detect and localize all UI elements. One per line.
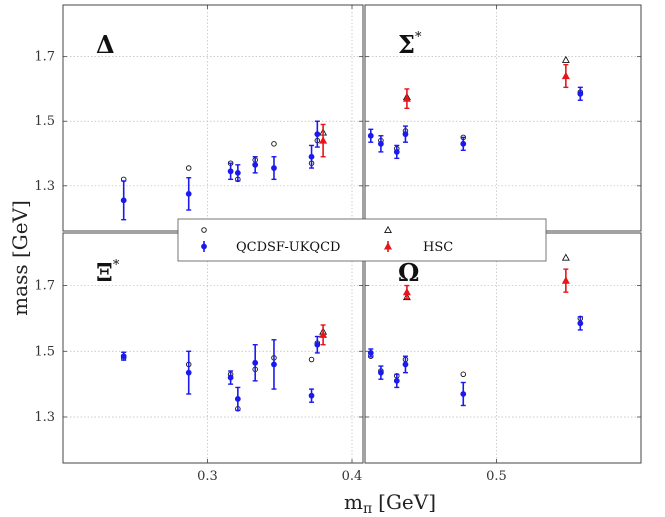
x-axis-label: mπ [GeV] xyxy=(344,490,436,517)
panel-label-superscript: * xyxy=(113,258,120,273)
y-tick-label: 1.7 xyxy=(34,279,55,294)
y-tick-labels: 1.3 1.5 1.7 1.3 1.5 1.7 xyxy=(34,50,55,425)
x-tick-labels: 0.3 0.4 0.5 xyxy=(197,469,507,484)
panel-label-xi: Ξ* xyxy=(96,258,120,287)
qcdsf-point xyxy=(252,161,259,168)
qcdsf-point xyxy=(378,369,384,376)
y-tick-label: 1.5 xyxy=(34,114,55,129)
qcdsf-open-point xyxy=(460,371,467,378)
qcdsf-point xyxy=(314,341,321,348)
x-axis-label-m: m xyxy=(344,490,363,514)
y-tick-label: 1.7 xyxy=(34,50,55,65)
qcdsf-point xyxy=(234,169,241,176)
panel-bg xyxy=(365,5,641,231)
panel-label-delta: Δ xyxy=(96,30,115,59)
plot-area xyxy=(365,233,641,463)
panel-xi: Ξ* xyxy=(62,232,364,464)
x-tick-label: 0.4 xyxy=(342,469,363,484)
panel-label-sigma: Σ* xyxy=(398,30,422,59)
qcdsf-point xyxy=(185,190,192,197)
qcdsf-point xyxy=(252,359,259,366)
qcdsf-point xyxy=(367,132,374,139)
legend-box xyxy=(177,218,547,262)
legend-marker-hsc xyxy=(383,242,393,250)
panel-bg xyxy=(365,233,641,463)
hsc-point xyxy=(319,330,328,338)
legend-marker-qcdsf-open xyxy=(201,227,207,233)
qcdsf-point xyxy=(367,350,374,356)
panel-delta: Δ xyxy=(62,4,364,232)
hsc-point xyxy=(561,276,570,284)
legend-label-qcdsf: QCDSF-UKQCD xyxy=(236,240,340,255)
legend-marker-hsc-open xyxy=(384,225,392,234)
qcdsf-point xyxy=(402,361,409,368)
x-tick-label: 0.5 xyxy=(486,469,507,484)
panel-label-symbol: Ξ xyxy=(96,258,113,287)
panel-omega: Ω xyxy=(364,232,642,464)
x-axis-label-subscript: π xyxy=(363,501,372,517)
hsc-point xyxy=(561,71,570,80)
qcdsf-point xyxy=(120,197,127,204)
panel-label-symbol: Ω xyxy=(398,258,419,287)
qcdsf-point xyxy=(378,140,384,147)
qcdsf-point xyxy=(271,361,277,368)
panels: Δ Σ*Ξ* Ω xyxy=(62,4,642,464)
y-tick-label: 1.5 xyxy=(34,344,55,359)
qcdsf-point xyxy=(460,140,467,147)
plot-area xyxy=(63,5,363,231)
panel-label-superscript: * xyxy=(415,30,422,45)
hsc-open-point xyxy=(561,253,570,261)
panel-sigma: Σ* xyxy=(364,4,642,232)
x-tick-label: 0.3 xyxy=(197,469,218,484)
qcdsf-point xyxy=(577,320,584,327)
y-tick-label: 1.3 xyxy=(34,179,55,194)
qcdsf-open-point xyxy=(271,141,277,147)
qcdsf-point xyxy=(234,396,241,402)
qcdsf-point xyxy=(402,131,409,138)
qcdsf-point xyxy=(308,392,315,399)
qcdsf-point xyxy=(227,374,234,381)
hsc-point xyxy=(402,287,411,296)
panel-bg xyxy=(63,233,363,463)
y-tick-label: 1.3 xyxy=(34,410,55,425)
qcdsf-point xyxy=(577,90,584,97)
plot-area xyxy=(365,5,641,231)
qcdsf-open-point xyxy=(185,165,192,171)
x-axis-label-unit: [GeV] xyxy=(378,490,436,514)
qcdsf-point xyxy=(393,377,400,384)
plot-area xyxy=(63,233,363,463)
qcdsf-point xyxy=(314,131,321,138)
qcdsf-point xyxy=(185,369,192,376)
panel-label-symbol: Σ xyxy=(398,30,415,59)
hsc-point xyxy=(402,94,411,102)
qcdsf-open-point xyxy=(308,356,315,363)
qcdsf-point xyxy=(120,353,127,360)
legend-marker-qcdsf xyxy=(201,243,207,250)
qcdsf-point xyxy=(308,153,315,160)
panel-bg xyxy=(63,5,363,231)
panel-label-omega: Ω xyxy=(398,258,419,287)
qcdsf-point xyxy=(393,149,400,155)
panel-label-symbol: Δ xyxy=(96,30,115,59)
legend-label-hsc: HSC xyxy=(423,240,453,255)
hsc-open-point xyxy=(561,55,570,63)
legend: QCDSF-UKQCD HSC xyxy=(177,218,547,262)
qcdsf-point xyxy=(460,391,467,397)
qcdsf-point xyxy=(227,168,234,175)
qcdsf-point xyxy=(271,165,277,171)
hsc-point xyxy=(319,136,328,144)
y-axis-label: mass [GeV] xyxy=(8,200,32,316)
